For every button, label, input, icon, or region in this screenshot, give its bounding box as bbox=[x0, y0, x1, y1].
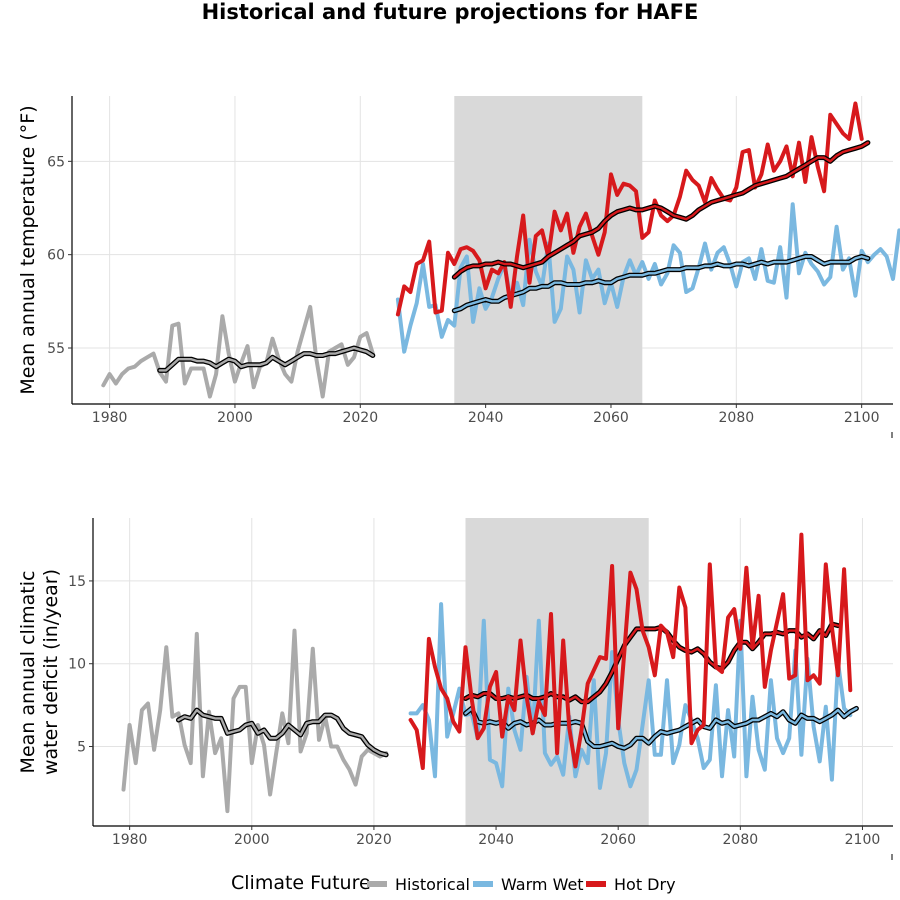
y-tick-label: 65 bbox=[47, 154, 65, 170]
y-tick-label: 60 bbox=[47, 248, 65, 264]
y-tick-label: 55 bbox=[47, 341, 65, 357]
figure-title: Historical and future projections for HA… bbox=[201, 0, 699, 24]
legend-swatch-historical bbox=[367, 881, 387, 887]
hot-dry-rolling-mean-line bbox=[453, 141, 870, 279]
x-tick-label: 2100 bbox=[844, 410, 880, 426]
historical-rolling-mean-line bbox=[158, 346, 374, 372]
legend-label-hot-dry: Hot Dry bbox=[614, 875, 676, 894]
x-tick-label: 2020 bbox=[356, 832, 392, 848]
x-tick-label: 2080 bbox=[723, 832, 759, 848]
x-tick-label: 2040 bbox=[468, 410, 504, 426]
temperature-panel: 1980 2000 2020 2040 2060 2080 2100 55 60 65 Mean a… bbox=[17, 96, 900, 438]
x-tick-label: 2040 bbox=[478, 832, 514, 848]
y-axis-label-line: water deficit (in/year) bbox=[40, 569, 62, 775]
warm-wet-rolling-mean-line bbox=[453, 255, 870, 312]
x-tick-label: 2100 bbox=[845, 832, 881, 848]
legend-title: Climate Future bbox=[231, 872, 371, 894]
y-tick-label: 15 bbox=[68, 574, 86, 590]
historical-line bbox=[121, 628, 389, 814]
historical-rolling-mean-line bbox=[177, 708, 388, 756]
legend-label-historical: Historical bbox=[395, 875, 470, 894]
hot-dry-line bbox=[395, 101, 864, 317]
x-tick-label: 1980 bbox=[92, 410, 128, 426]
y-axis-label: Mean annual climaticwater deficit (in/ye… bbox=[17, 569, 62, 775]
x-tick-label: 2060 bbox=[600, 832, 636, 848]
hot-dry-line bbox=[408, 532, 853, 770]
water-deficit-panel: 1980 2000 2020 2040 2060 2080 2100 5 10 15 Mean an… bbox=[17, 518, 893, 860]
x-tick-label: 2000 bbox=[234, 832, 270, 848]
x-tick-label: 2080 bbox=[719, 410, 755, 426]
legend: Climate Future Historical Warm Wet Hot D… bbox=[0, 872, 900, 898]
warm-wet-line bbox=[408, 602, 853, 790]
x-tick-label: 2060 bbox=[593, 410, 629, 426]
y-axis-label: Mean annual temperature (°F) bbox=[17, 105, 39, 394]
x-tick-label: 1980 bbox=[112, 832, 148, 848]
historical-line bbox=[101, 304, 375, 399]
legend-swatch-hot-dry bbox=[586, 881, 606, 887]
legend-label-warm-wet: Warm Wet bbox=[501, 875, 584, 894]
x-tick-label: 2020 bbox=[342, 410, 378, 426]
y-tick-label: 5 bbox=[77, 740, 86, 756]
y-tick-label: 10 bbox=[68, 657, 86, 673]
y-axis-label-line: Mean annual climatic bbox=[17, 571, 39, 774]
x-tick-label: 2000 bbox=[217, 410, 253, 426]
legend-swatch-warm-wet bbox=[473, 881, 493, 887]
